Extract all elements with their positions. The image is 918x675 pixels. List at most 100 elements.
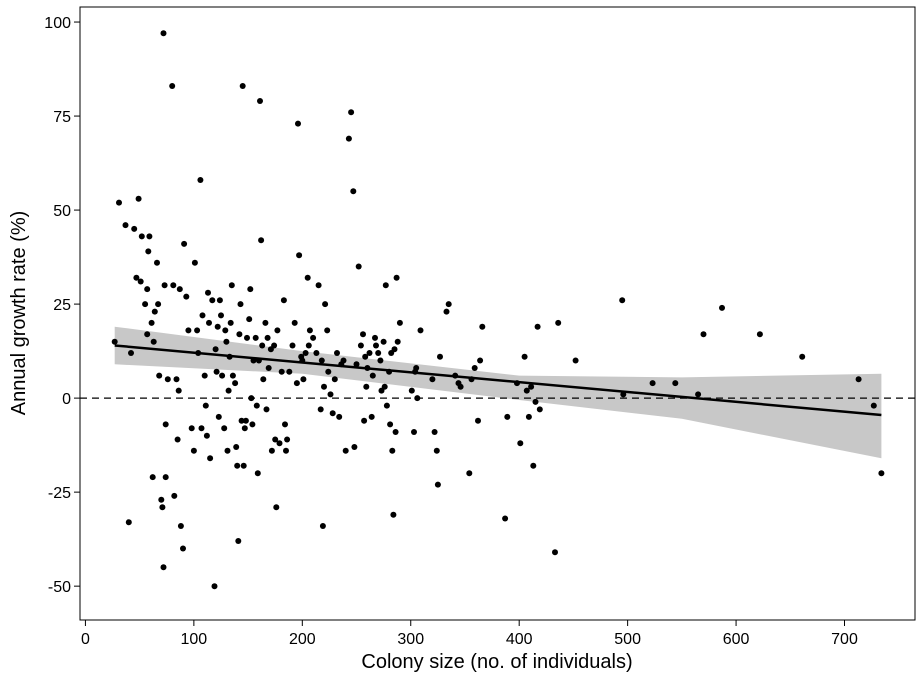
data-point bbox=[340, 357, 347, 364]
data-point bbox=[381, 383, 388, 390]
data-point bbox=[336, 413, 343, 420]
data-point bbox=[327, 391, 334, 398]
data-point bbox=[197, 177, 204, 183]
data-point bbox=[504, 413, 511, 420]
data-point bbox=[151, 308, 158, 315]
data-point bbox=[257, 98, 263, 104]
data-point bbox=[276, 440, 283, 447]
data-point bbox=[334, 350, 340, 356]
data-point bbox=[364, 365, 371, 371]
data-point bbox=[345, 135, 352, 142]
data-point bbox=[156, 372, 163, 379]
data-point bbox=[195, 350, 202, 356]
data-point bbox=[299, 357, 306, 364]
y-tick-label: 0 bbox=[62, 391, 71, 408]
data-point bbox=[363, 383, 370, 390]
data-point bbox=[246, 316, 253, 323]
data-point bbox=[417, 327, 424, 334]
data-point bbox=[382, 282, 389, 289]
data-point bbox=[239, 83, 246, 89]
data-point bbox=[215, 413, 222, 420]
data-point bbox=[252, 334, 259, 341]
data-point bbox=[408, 387, 415, 394]
data-point bbox=[366, 350, 373, 356]
x-tick-label: 0 bbox=[81, 631, 90, 648]
data-point bbox=[131, 225, 138, 232]
data-point bbox=[227, 319, 234, 326]
data-point bbox=[234, 462, 241, 469]
data-point bbox=[268, 447, 275, 454]
data-point bbox=[162, 474, 169, 481]
data-point bbox=[325, 368, 332, 375]
data-point bbox=[286, 368, 293, 375]
data-point bbox=[300, 376, 307, 383]
data-point bbox=[389, 447, 396, 454]
y-tick-label: -50 bbox=[48, 579, 71, 596]
data-point bbox=[695, 391, 702, 398]
data-point bbox=[523, 387, 530, 394]
data-point bbox=[205, 289, 211, 296]
data-point bbox=[331, 376, 338, 383]
data-point bbox=[122, 222, 129, 229]
data-point bbox=[521, 353, 528, 360]
data-point bbox=[310, 334, 317, 341]
data-point bbox=[536, 406, 543, 413]
data-point bbox=[479, 323, 486, 330]
data-point bbox=[525, 413, 532, 420]
data-point bbox=[413, 365, 420, 371]
data-point bbox=[176, 286, 183, 293]
data-point bbox=[161, 282, 168, 289]
data-point bbox=[342, 447, 349, 454]
data-point bbox=[315, 282, 322, 289]
data-point bbox=[552, 549, 558, 556]
data-point bbox=[144, 286, 151, 293]
data-point bbox=[396, 319, 403, 326]
data-point bbox=[162, 421, 169, 428]
data-point bbox=[207, 455, 214, 462]
data-point bbox=[350, 188, 357, 195]
data-point bbox=[572, 357, 579, 364]
data-point bbox=[619, 297, 626, 304]
data-point bbox=[133, 274, 140, 281]
data-point bbox=[235, 538, 242, 544]
data-point bbox=[242, 417, 249, 424]
data-point bbox=[254, 470, 261, 477]
data-point bbox=[198, 425, 205, 432]
data-point bbox=[222, 327, 229, 334]
data-point bbox=[173, 376, 180, 383]
data-point bbox=[137, 278, 144, 285]
data-point bbox=[224, 447, 231, 454]
data-point bbox=[265, 365, 272, 371]
data-point bbox=[158, 496, 165, 503]
data-point bbox=[244, 334, 250, 341]
data-point bbox=[306, 327, 313, 334]
data-point bbox=[348, 109, 355, 116]
data-point bbox=[433, 447, 440, 454]
data-point bbox=[218, 312, 224, 319]
data-point bbox=[355, 263, 362, 270]
data-point bbox=[233, 444, 240, 450]
data-point bbox=[471, 365, 478, 371]
data-point bbox=[232, 380, 239, 387]
data-point bbox=[170, 282, 177, 289]
data-point bbox=[431, 429, 438, 435]
data-point bbox=[672, 380, 679, 387]
data-point bbox=[209, 297, 216, 304]
data-point bbox=[289, 342, 296, 349]
data-point bbox=[361, 417, 368, 424]
data-point bbox=[375, 350, 382, 356]
data-point bbox=[394, 338, 401, 345]
data-point bbox=[369, 372, 376, 379]
data-point bbox=[528, 383, 535, 390]
data-point bbox=[360, 331, 366, 338]
data-point bbox=[368, 413, 375, 420]
data-point bbox=[240, 462, 247, 469]
data-point bbox=[302, 350, 309, 356]
data-point bbox=[855, 376, 862, 383]
data-point bbox=[221, 425, 228, 432]
data-point bbox=[357, 342, 364, 349]
data-point bbox=[190, 447, 197, 454]
data-point bbox=[150, 338, 157, 345]
data-point bbox=[318, 357, 325, 364]
data-point bbox=[144, 331, 151, 338]
